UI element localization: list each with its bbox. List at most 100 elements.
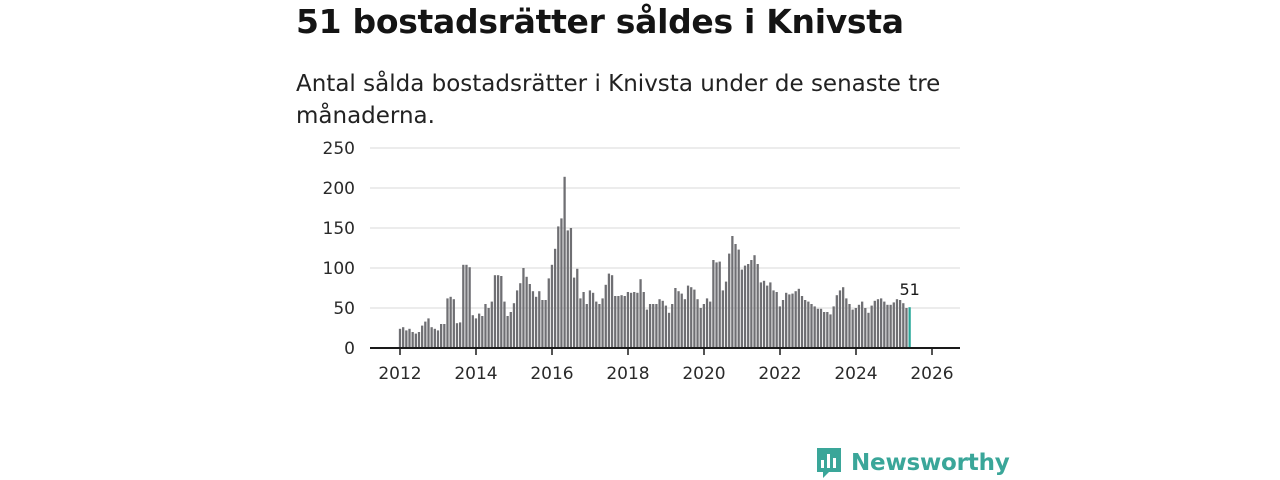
bar bbox=[819, 308, 823, 348]
bar bbox=[496, 275, 500, 348]
bar bbox=[614, 296, 617, 348]
bar bbox=[734, 244, 737, 348]
bar bbox=[595, 301, 598, 348]
bar bbox=[743, 265, 747, 348]
bar bbox=[629, 292, 633, 348]
bar bbox=[705, 298, 709, 348]
chart-subtitle: Antal sålda bostadsrätter i Knivsta unde… bbox=[296, 71, 941, 129]
bar bbox=[781, 300, 785, 348]
bar bbox=[810, 304, 813, 348]
bar bbox=[737, 249, 740, 348]
bar bbox=[889, 304, 892, 348]
bar bbox=[709, 301, 712, 348]
bar-series bbox=[370, 176, 960, 349]
bar bbox=[835, 295, 838, 348]
bar bbox=[430, 327, 433, 348]
bar bbox=[845, 298, 848, 348]
bar bbox=[724, 281, 728, 348]
bar bbox=[772, 290, 775, 348]
bar bbox=[842, 287, 845, 348]
bar bbox=[443, 324, 446, 348]
bar bbox=[838, 290, 842, 348]
bar bbox=[895, 299, 899, 348]
bar bbox=[588, 290, 592, 348]
bar bbox=[683, 299, 687, 348]
bar bbox=[759, 282, 762, 348]
x-tick-label: 2016 bbox=[530, 364, 573, 384]
bar bbox=[870, 305, 873, 348]
bar bbox=[712, 260, 715, 348]
bar bbox=[680, 293, 683, 348]
bar bbox=[604, 284, 607, 348]
bar bbox=[867, 312, 870, 348]
bar bbox=[455, 323, 459, 348]
bar bbox=[873, 300, 876, 348]
bar bbox=[756, 264, 759, 348]
bar bbox=[465, 264, 468, 348]
x-axis-ticks: 2012 2014 2016 2018 2020 2022 2024 2026 bbox=[378, 348, 954, 384]
bar bbox=[785, 292, 788, 348]
gridlines bbox=[370, 147, 960, 309]
bar bbox=[686, 285, 690, 348]
bar bbox=[826, 312, 829, 348]
bar bbox=[721, 290, 725, 348]
bar bbox=[591, 292, 595, 348]
x-tick-label: 2024 bbox=[834, 364, 877, 384]
bar bbox=[459, 322, 462, 348]
bar bbox=[506, 316, 509, 348]
bar bbox=[493, 275, 497, 348]
bar bbox=[531, 291, 535, 348]
newsworthy-logo-icon bbox=[817, 448, 841, 478]
bar bbox=[674, 288, 677, 348]
bar bbox=[490, 301, 493, 348]
x-tick-label: 2018 bbox=[606, 364, 649, 384]
bar bbox=[636, 292, 639, 348]
bar bbox=[854, 308, 857, 348]
bar bbox=[417, 332, 421, 348]
y-tick-label: 250 bbox=[323, 139, 355, 159]
bar bbox=[696, 299, 699, 348]
newsworthy-logo: Newsworthy bbox=[815, 446, 1010, 480]
bar bbox=[804, 300, 807, 348]
bar bbox=[851, 309, 854, 348]
bar bbox=[648, 304, 652, 348]
bar bbox=[610, 275, 614, 348]
bar bbox=[740, 269, 743, 348]
x-tick-label: 2026 bbox=[910, 364, 953, 384]
bar bbox=[402, 327, 405, 348]
bar bbox=[481, 316, 484, 348]
bar bbox=[449, 296, 452, 348]
bar bbox=[794, 291, 797, 348]
bar bbox=[658, 299, 661, 348]
bar bbox=[788, 294, 791, 348]
bar bbox=[718, 261, 721, 348]
bar-highlight bbox=[908, 307, 911, 348]
bar bbox=[446, 298, 449, 348]
x-tick-label: 2012 bbox=[378, 364, 421, 384]
bar bbox=[519, 283, 522, 348]
bar bbox=[702, 304, 706, 348]
y-tick-label: 150 bbox=[323, 219, 355, 239]
bar bbox=[848, 304, 851, 348]
bar bbox=[452, 299, 455, 348]
brand-name: Newsworthy bbox=[851, 450, 1010, 476]
bar bbox=[626, 292, 630, 348]
bar bbox=[775, 292, 778, 348]
bar bbox=[902, 303, 905, 348]
bar bbox=[617, 296, 620, 348]
bar bbox=[693, 289, 696, 348]
bar bbox=[769, 282, 772, 348]
x-tick-label: 2020 bbox=[682, 364, 725, 384]
bar bbox=[433, 328, 436, 348]
bar bbox=[538, 291, 541, 348]
bar bbox=[645, 309, 649, 348]
bar bbox=[892, 302, 895, 348]
bar bbox=[553, 248, 557, 348]
bar bbox=[468, 267, 471, 348]
bar bbox=[582, 292, 585, 348]
bar-chart: 0 50 100 150 200 250 2012 2014 2016 2018 2020 2022… bbox=[323, 139, 960, 384]
bar bbox=[601, 298, 604, 348]
bar bbox=[487, 308, 490, 348]
bar bbox=[515, 290, 519, 348]
bar bbox=[623, 296, 626, 348]
